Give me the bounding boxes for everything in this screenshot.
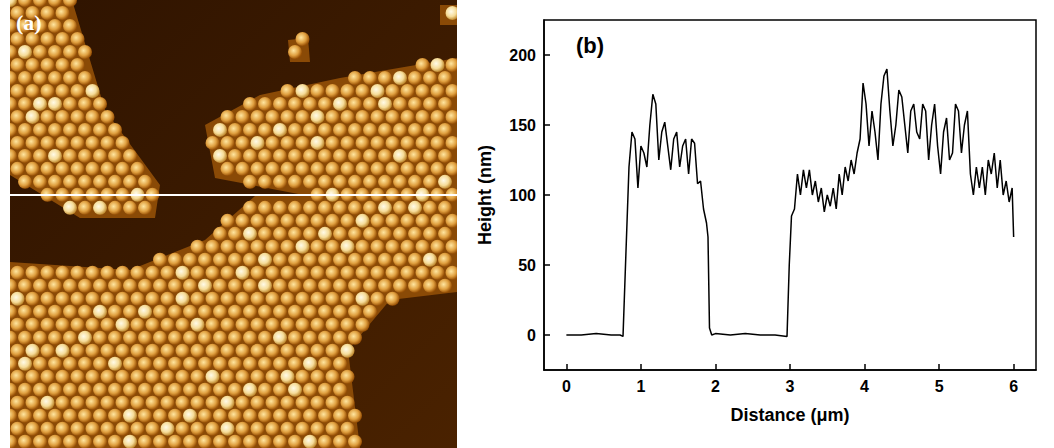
svg-text:Height (nm): Height (nm) [475,145,495,245]
svg-text:100: 100 [509,187,536,204]
svg-text:0: 0 [562,378,571,395]
svg-text:4: 4 [860,378,869,395]
svg-text:(b): (b) [576,33,604,58]
svg-text:3: 3 [786,378,795,395]
svg-text:0: 0 [527,327,536,344]
svg-text:200: 200 [509,47,536,64]
svg-text:150: 150 [509,117,536,134]
svg-text:5: 5 [935,378,944,395]
svg-text:1: 1 [636,378,645,395]
svg-text:50: 50 [518,257,536,274]
svg-text:6: 6 [1009,378,1018,395]
svg-text:(a): (a) [16,10,42,35]
svg-text:2: 2 [711,378,720,395]
svg-text:Distance (μm): Distance (μm) [730,405,849,425]
